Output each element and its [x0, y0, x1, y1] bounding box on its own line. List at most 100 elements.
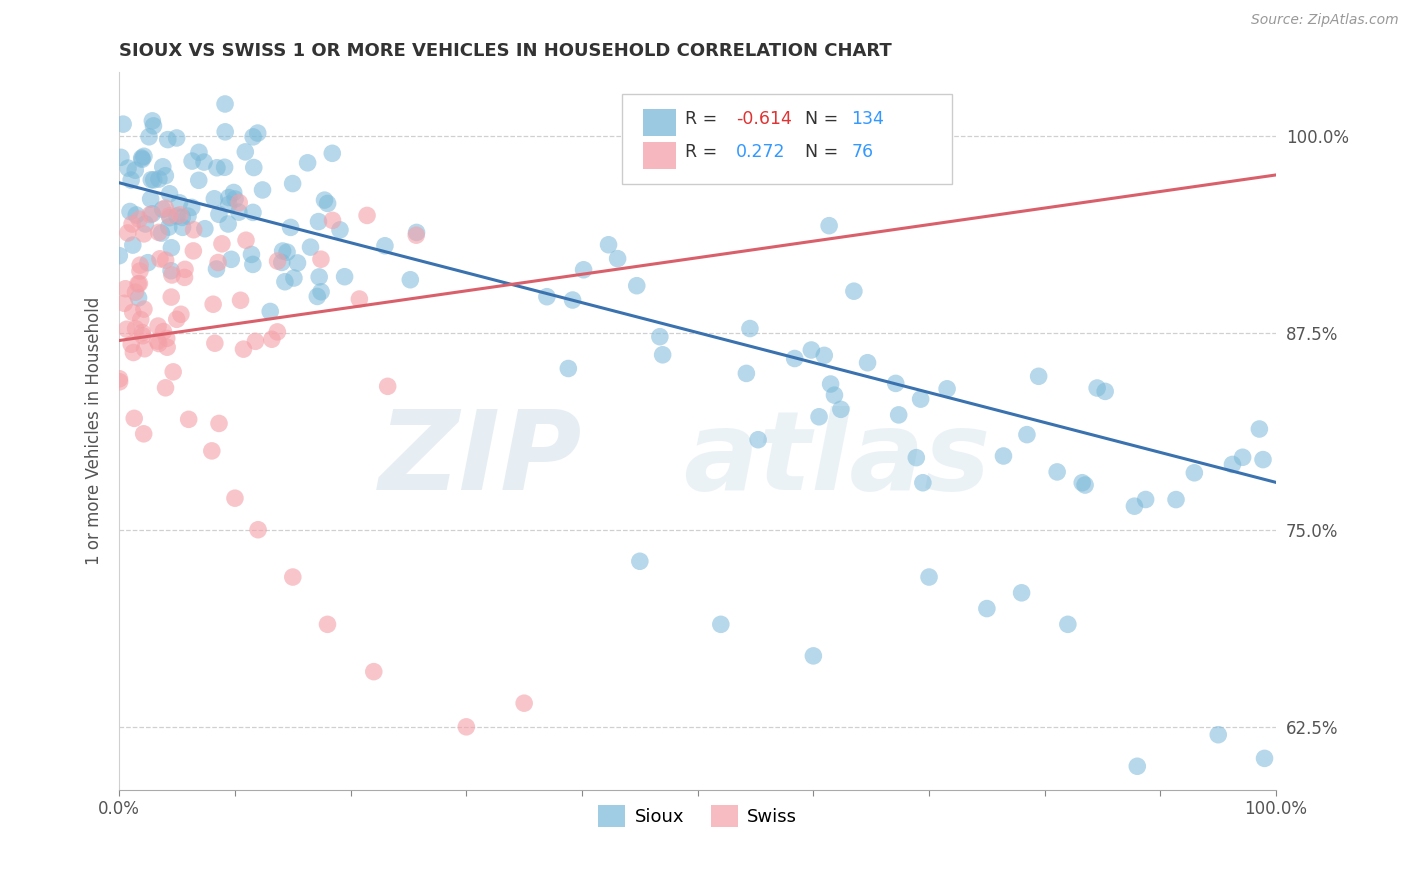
Point — [138, 129, 160, 144]
Point — [129, 258, 152, 272]
Point — [132, 227, 155, 241]
Point — [918, 570, 941, 584]
Point — [233, 145, 256, 159]
Point — [222, 186, 245, 200]
Point — [166, 312, 188, 326]
Point — [155, 381, 177, 395]
Point — [266, 325, 288, 339]
Point — [152, 160, 174, 174]
Point — [1123, 499, 1146, 513]
Point — [399, 273, 422, 287]
Point — [1028, 369, 1050, 384]
Point — [187, 173, 209, 187]
Point — [813, 348, 835, 362]
Point — [747, 433, 769, 447]
Text: ZIP: ZIP — [378, 407, 582, 514]
Point — [405, 228, 427, 243]
Point — [1057, 617, 1080, 632]
Point — [211, 236, 233, 251]
Point — [112, 117, 135, 131]
Point — [132, 149, 155, 163]
Point — [180, 200, 202, 214]
Point — [910, 392, 932, 406]
Point — [405, 226, 427, 240]
Point — [131, 151, 153, 165]
Point — [818, 219, 841, 233]
Point — [1206, 728, 1229, 742]
Point — [228, 205, 250, 219]
Point — [287, 256, 309, 270]
Point — [283, 271, 305, 285]
FancyBboxPatch shape — [623, 94, 952, 184]
Point — [1232, 450, 1254, 465]
Point — [172, 211, 194, 225]
Point — [136, 255, 159, 269]
Point — [118, 204, 141, 219]
Text: atlas: atlas — [683, 407, 990, 514]
Point — [121, 217, 143, 231]
Point — [349, 292, 371, 306]
Point — [108, 375, 131, 389]
Point — [856, 356, 879, 370]
Point — [160, 241, 183, 255]
Point — [321, 213, 343, 227]
Point — [128, 212, 150, 227]
Point — [1074, 478, 1097, 492]
Point — [141, 114, 163, 128]
Point — [120, 173, 142, 187]
Point — [626, 278, 648, 293]
Point — [201, 443, 224, 458]
Point — [207, 255, 229, 269]
Point — [274, 275, 297, 289]
Text: R =: R = — [685, 143, 723, 161]
Point — [374, 239, 396, 253]
Point — [308, 269, 330, 284]
Point — [309, 285, 332, 299]
Point — [1071, 475, 1094, 490]
Point — [112, 296, 135, 310]
Point — [297, 156, 319, 170]
Point — [156, 331, 179, 345]
Point — [606, 252, 628, 266]
Point — [114, 282, 136, 296]
Point — [823, 388, 845, 402]
Point — [194, 221, 217, 235]
Point — [115, 322, 138, 336]
Point — [217, 217, 239, 231]
Point — [146, 319, 169, 334]
Point — [134, 342, 156, 356]
Point — [162, 365, 184, 379]
Point — [598, 237, 620, 252]
Point — [363, 665, 385, 679]
Point — [783, 351, 806, 366]
Point — [240, 247, 263, 261]
FancyBboxPatch shape — [644, 109, 676, 136]
Point — [820, 377, 842, 392]
Point — [124, 163, 146, 178]
Text: 134: 134 — [852, 110, 884, 128]
Text: R =: R = — [685, 110, 723, 128]
Point — [152, 325, 174, 339]
Point — [124, 321, 146, 335]
Point — [173, 270, 195, 285]
Point — [205, 262, 228, 277]
Point — [1015, 427, 1038, 442]
Point — [911, 475, 934, 490]
Point — [139, 208, 162, 222]
Point — [122, 411, 145, 425]
Point — [229, 293, 252, 308]
Point — [219, 252, 242, 267]
Point — [936, 382, 959, 396]
Point — [202, 297, 225, 311]
Point — [148, 226, 170, 240]
Point — [648, 329, 671, 343]
Point — [148, 172, 170, 186]
Point — [976, 601, 998, 615]
Point — [800, 343, 823, 357]
Point — [1046, 465, 1069, 479]
Point — [252, 183, 274, 197]
Point — [270, 255, 292, 269]
Point — [572, 262, 595, 277]
Point — [245, 334, 267, 349]
Point — [108, 372, 131, 386]
